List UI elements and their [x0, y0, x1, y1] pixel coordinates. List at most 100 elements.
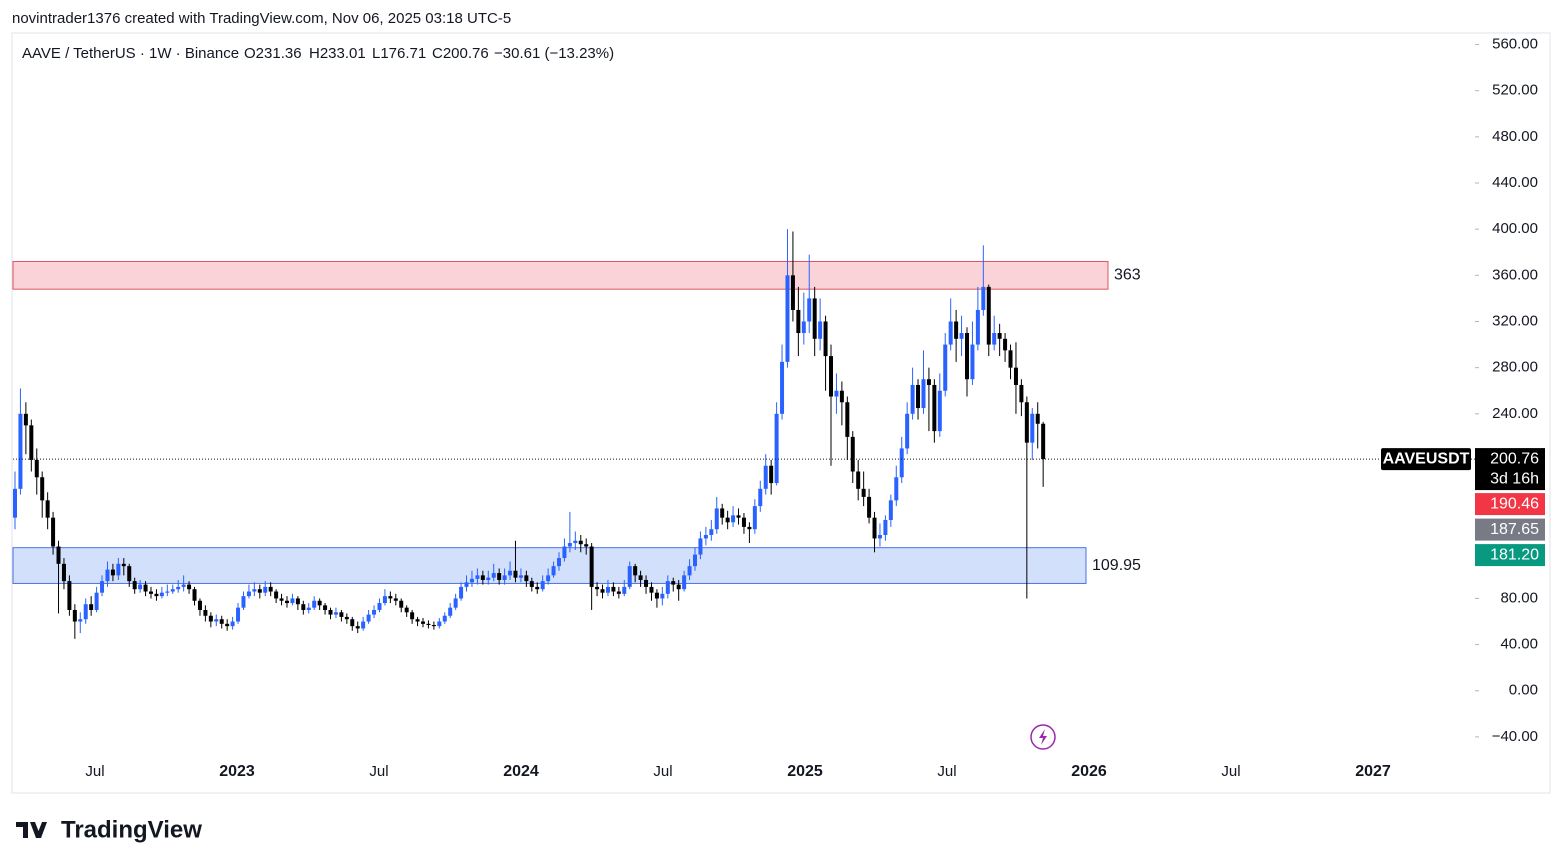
- x-tick-label: 2026: [1071, 763, 1107, 780]
- candle-body: [317, 600, 322, 606]
- candle-body: [546, 575, 551, 582]
- candle-body: [236, 607, 241, 622]
- x-tick-label: Jul: [1221, 763, 1240, 780]
- candle-body: [513, 570, 518, 578]
- change: −30.61 (−13.23%): [494, 45, 614, 62]
- price-marker: [1475, 493, 1545, 516]
- candle-body: [437, 621, 442, 627]
- candle-body: [883, 519, 888, 535]
- price-marker-label: 187.65: [1490, 521, 1539, 538]
- candle-body: [627, 566, 632, 587]
- y-tick-label: 80.00: [1500, 589, 1538, 606]
- candle-body: [285, 600, 289, 604]
- candle-body: [758, 488, 763, 507]
- candle-body: [872, 517, 877, 539]
- candle-body: [263, 586, 268, 593]
- candle-body: [89, 604, 94, 610]
- candle-body: [801, 321, 806, 334]
- candle-body: [616, 591, 621, 594]
- price-marker: [1475, 544, 1545, 567]
- candle-body: [905, 413, 910, 449]
- candle-body: [355, 626, 360, 629]
- candle-body: [13, 488, 17, 518]
- candle-body: [431, 624, 436, 627]
- candle-body: [72, 609, 77, 622]
- candle-body: [970, 344, 975, 380]
- candle-body: [274, 591, 279, 599]
- candle-body: [480, 575, 485, 580]
- candle-body: [529, 581, 534, 587]
- candle-body: [1035, 413, 1040, 424]
- candle-body: [916, 384, 921, 409]
- candle-body: [361, 621, 366, 629]
- y-tick-label: 560.00: [1492, 36, 1538, 53]
- candle-body: [372, 609, 377, 615]
- candle-body: [856, 471, 861, 489]
- candle-body: [1041, 423, 1046, 460]
- candle-body: [633, 566, 638, 576]
- candle-body: [78, 619, 83, 622]
- candle-body: [899, 448, 904, 478]
- candle-body: [943, 344, 948, 391]
- candle-body: [138, 584, 143, 590]
- price-marker-label: 181.20: [1490, 546, 1539, 563]
- candle-body: [910, 384, 915, 414]
- candle-body: [257, 589, 262, 593]
- candle-body: [45, 500, 50, 518]
- candle-body: [459, 586, 464, 599]
- candle-body: [105, 569, 110, 582]
- candle-body: [981, 286, 986, 310]
- zone-label: 363: [1114, 267, 1141, 284]
- candle-body: [154, 593, 159, 597]
- candle-body: [388, 596, 393, 599]
- candle-body: [785, 275, 790, 362]
- candle-body: [850, 436, 855, 472]
- candle-body: [790, 275, 795, 310]
- candle-body: [399, 600, 404, 608]
- candle-body: [132, 581, 137, 590]
- x-tick-label: 2025: [787, 763, 823, 780]
- candle-body: [937, 390, 942, 432]
- candle-body: [100, 581, 105, 593]
- candle-body: [377, 603, 382, 610]
- candle-body: [1019, 384, 1024, 403]
- candle-body: [225, 623, 230, 627]
- candle-body: [965, 333, 969, 380]
- candle-body: [839, 390, 844, 403]
- y-tick-label: 240.00: [1492, 405, 1538, 422]
- candle-body: [127, 566, 132, 582]
- candle-body: [747, 526, 752, 530]
- candle-body: [622, 586, 627, 594]
- ohlc-low: L176.71: [372, 45, 426, 62]
- price-tag-countdown: 3d 16h: [1490, 470, 1539, 487]
- y-tick-label: 480.00: [1492, 128, 1538, 145]
- ohlc-open: O231.36: [244, 45, 302, 62]
- candle-body: [992, 333, 997, 345]
- candle-body: [649, 586, 654, 593]
- candle-body: [709, 529, 714, 535]
- candle-body: [94, 592, 99, 610]
- y-tick-label: 280.00: [1492, 359, 1538, 376]
- candle-body: [23, 413, 28, 426]
- symbol: AAVE / TetherUS · 1W · Binance: [22, 45, 239, 62]
- candle-body: [578, 540, 583, 545]
- candle-body: [584, 544, 589, 547]
- candle-body: [268, 586, 273, 592]
- candle-body: [29, 425, 34, 460]
- x-tick-label: Jul: [369, 763, 388, 780]
- candle-body: [518, 575, 523, 578]
- y-tick-label: 360.00: [1492, 266, 1538, 283]
- candle-body: [475, 575, 480, 579]
- candle-body: [877, 534, 882, 539]
- candle-body: [796, 309, 801, 334]
- candle-body: [600, 589, 605, 593]
- candle-body: [149, 591, 153, 594]
- candle-body: [829, 356, 833, 397]
- x-tick-label: 2024: [503, 763, 539, 780]
- candle-body: [61, 563, 66, 582]
- price-marker: [1475, 518, 1545, 541]
- candle-body: [34, 459, 39, 478]
- candle-body: [448, 607, 453, 616]
- x-tick-label: Jul: [937, 763, 956, 780]
